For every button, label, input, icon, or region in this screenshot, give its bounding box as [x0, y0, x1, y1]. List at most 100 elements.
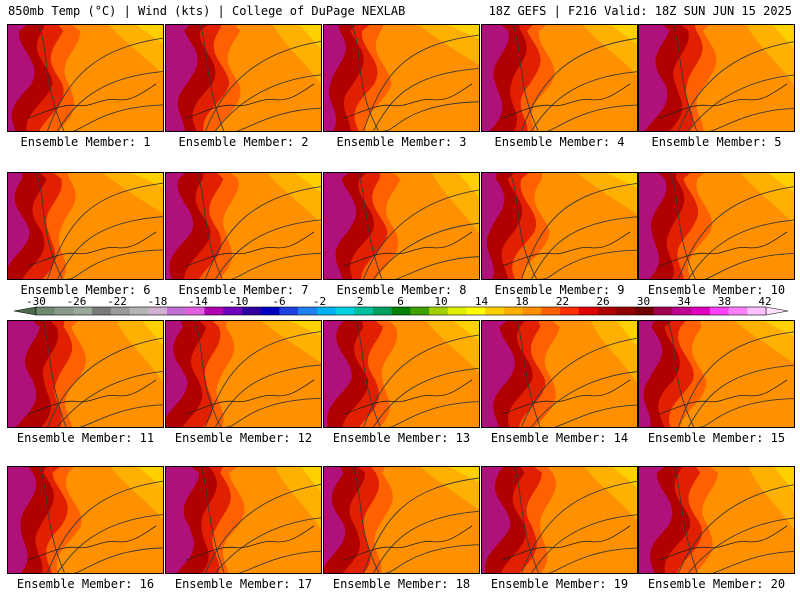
member-map-4[interactable]	[481, 24, 638, 132]
member-map-20[interactable]	[638, 466, 795, 574]
member-map-6[interactable]	[7, 172, 164, 280]
colorbar-tick-label: 26	[596, 297, 609, 308]
map-coastline	[501, 83, 631, 119]
member-map-canvas	[8, 25, 163, 131]
member-map-1[interactable]	[7, 24, 164, 132]
member-map-canvas	[166, 321, 321, 427]
member-map-canvas	[8, 173, 163, 279]
map-temperature-band	[324, 25, 347, 131]
map-contour-line	[667, 321, 695, 427]
member-map-2[interactable]	[165, 24, 322, 132]
map-coastline	[185, 231, 315, 267]
colorbar-swatch	[466, 307, 486, 315]
colorbar-tick-label: 34	[677, 297, 691, 308]
member-map-16[interactable]	[7, 466, 164, 574]
map-contour-line	[38, 25, 65, 131]
member-map-7[interactable]	[165, 172, 322, 280]
map-contour-line	[698, 107, 794, 131]
map-contour-line	[225, 550, 321, 573]
member-map-17[interactable]	[165, 466, 322, 574]
map-contour-line	[56, 216, 163, 279]
map-contour-line	[678, 484, 794, 573]
member-caption-3: Ensemble Member: 3	[336, 135, 467, 149]
colorbar-tick-label: 10	[434, 297, 447, 308]
map-warm-fill	[110, 467, 163, 520]
map-contour-line	[194, 321, 222, 427]
member-caption-10: Ensemble Member: 10	[647, 283, 786, 297]
map-warm-fill	[300, 467, 321, 493]
map-contour-line	[521, 337, 637, 427]
colorbar-swatch	[616, 307, 636, 315]
colorbar-tick-label: -18	[148, 297, 168, 308]
colorbar-swatch	[372, 307, 393, 315]
map-contour-line	[521, 37, 637, 131]
colorbar-swatch	[578, 307, 598, 315]
map-contour-line	[372, 67, 479, 131]
colorbar-swatch	[335, 307, 355, 315]
member-map-15[interactable]	[638, 320, 795, 428]
map-coastline	[185, 525, 315, 561]
colorbar-swatch	[447, 307, 467, 315]
member-map-8[interactable]	[323, 172, 480, 280]
member-map-canvas	[166, 467, 321, 573]
colorbar-swatch	[185, 307, 205, 315]
map-contour-line	[205, 41, 321, 131]
map-contour-line	[530, 216, 637, 279]
map-contour-line	[521, 480, 637, 573]
map-warm-fill	[142, 321, 163, 346]
colorbar-swatch	[279, 307, 299, 315]
colorbar-swatch	[597, 307, 617, 315]
colorbar-swatch	[691, 307, 711, 315]
map-warm-fill	[102, 173, 163, 214]
map-contour-line	[35, 173, 63, 279]
map-temperature-band	[324, 467, 346, 573]
member-map-9[interactable]	[481, 172, 638, 280]
colorbar-tick-label: -2	[313, 297, 326, 308]
map-coastline	[27, 525, 157, 561]
member-map-canvas	[166, 25, 321, 131]
map-temperature-band	[8, 321, 41, 427]
map-warm-fill	[768, 173, 794, 193]
map-contour-line	[383, 256, 479, 279]
member-caption-2: Ensemble Member: 2	[178, 135, 309, 149]
colorbar-tick-label: 22	[556, 297, 569, 308]
member-caption-17: Ensemble Member: 17	[174, 577, 313, 591]
member-map-13[interactable]	[323, 320, 480, 428]
member-map-19[interactable]	[481, 466, 638, 574]
map-contour-line	[39, 467, 65, 573]
member-map-5[interactable]	[638, 24, 795, 132]
map-contour-line	[698, 550, 794, 573]
map-contour-line	[670, 173, 696, 279]
member-map-11[interactable]	[7, 320, 164, 428]
colorbar-swatch	[167, 307, 187, 315]
map-temperature-band	[324, 321, 352, 427]
map-coastline	[343, 379, 473, 415]
colorbar-swatch	[429, 307, 449, 315]
member-map-3[interactable]	[323, 24, 480, 132]
map-contour-line	[47, 182, 163, 279]
member-caption-8: Ensemble Member: 8	[336, 283, 467, 297]
colorbar-tick-labels: -30 -26 -22 -18 -14 -10 -6 -2 2 6 10 14 18 22 26 30 34 38…	[26, 297, 772, 308]
map-contour-line	[67, 404, 163, 427]
member-map-10[interactable]	[638, 172, 795, 280]
member-caption-18: Ensemble Member: 18	[332, 577, 471, 591]
map-warm-fill	[261, 321, 321, 363]
map-contour-line	[698, 398, 794, 427]
header-left-title: 850mb Temp (°C) | Wind (kts) | College o…	[8, 4, 406, 18]
member-map-18[interactable]	[323, 466, 480, 574]
map-contour-line	[42, 321, 67, 427]
colorbar-swatch	[560, 307, 580, 315]
map-contour-line	[530, 514, 637, 573]
member-map-14[interactable]	[481, 320, 638, 428]
map-contour-line	[47, 480, 163, 573]
map-warm-fill	[746, 25, 794, 85]
colorbar-tick-label: 18	[515, 297, 528, 308]
map-coastline	[27, 379, 157, 415]
map-coastline	[501, 525, 631, 561]
map-contour-line	[225, 397, 321, 427]
map-warm-fill	[453, 321, 479, 341]
member-map-canvas	[482, 467, 637, 573]
member-map-canvas	[639, 25, 794, 131]
map-contour-line	[674, 467, 698, 573]
member-map-12[interactable]	[165, 320, 322, 428]
